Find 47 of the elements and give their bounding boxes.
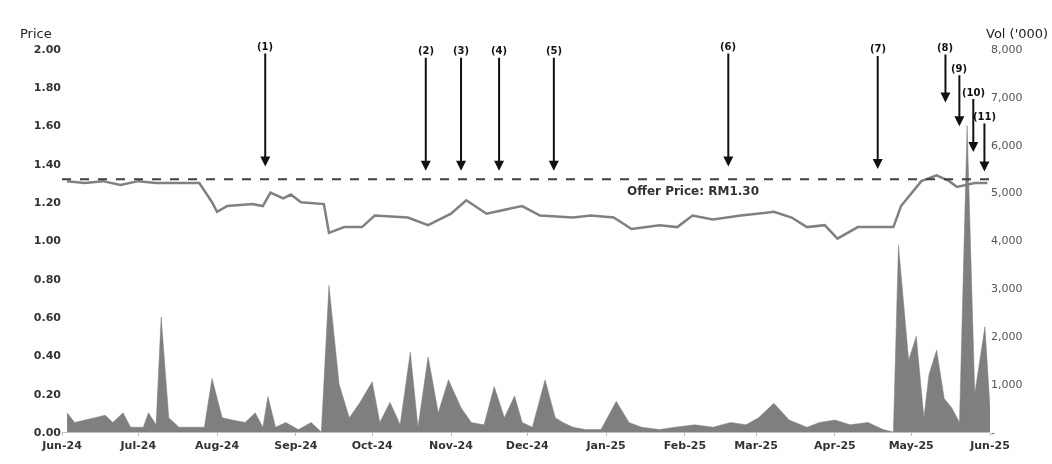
x-tick-label: Dec-24 <box>505 439 550 453</box>
y-tick-label: 1.40 <box>33 157 62 171</box>
x-tick-label: Jun-24 <box>41 439 83 453</box>
y2-tick-label: 6,000 <box>991 138 1023 152</box>
y-tick-label: 0.80 <box>33 272 62 286</box>
y-tick-label: 1.80 <box>33 81 62 95</box>
x-tick-label: Jul-24 <box>119 439 157 453</box>
y-tick-label: 1.20 <box>33 196 62 210</box>
x-tick-label: Apr-25 <box>814 439 856 453</box>
annotation: (6) <box>720 41 737 52</box>
x-tick-label: Feb-25 <box>663 439 707 453</box>
y2-tick-label: 1,000 <box>991 377 1023 391</box>
y-tick-label: 2.00 <box>33 42 62 56</box>
y-tick-label: 0.40 <box>33 349 62 363</box>
y-axis-title: Price <box>20 26 52 41</box>
annotation: (7) <box>870 43 887 54</box>
annotation: (10) <box>962 87 986 98</box>
annotation: (4) <box>491 45 508 56</box>
y2-tick-label: 7,000 <box>991 90 1023 104</box>
y-tick-label: 0.20 <box>33 387 62 401</box>
y2-tick-label: 3,000 <box>991 282 1023 296</box>
annotation: (3) <box>453 45 470 56</box>
x-tick-label: Jan-25 <box>585 439 626 453</box>
y2-tick-label: 8,000 <box>991 42 1023 56</box>
x-tick-label: Jun-25 <box>969 439 1010 453</box>
y2-tick-label: 2,000 <box>991 330 1023 344</box>
annotation: (9) <box>951 63 968 74</box>
annotation: (11) <box>973 111 997 122</box>
y-tick-label: 0.60 <box>33 310 62 324</box>
y2-tick-label: 4,000 <box>991 234 1023 248</box>
y2-tick-label: 5,000 <box>991 186 1023 200</box>
x-tick-label: Oct-24 <box>351 439 394 453</box>
x-tick-label: Mar-25 <box>734 439 778 453</box>
annotation: (8) <box>937 42 954 53</box>
annotation: (5) <box>546 45 563 56</box>
y2-tick-label: - <box>991 425 995 439</box>
annotation: (2) <box>418 45 435 56</box>
x-tick-label: Nov-24 <box>429 439 474 453</box>
y-tick-label: 1.00 <box>33 234 62 248</box>
x-tick-label: Aug-24 <box>195 439 240 453</box>
annotation: (1) <box>257 41 274 52</box>
ref-line-label: Offer Price: RM1.30 <box>627 184 759 198</box>
y2-axis-title: Vol ('000) <box>986 26 1049 41</box>
y-tick-label: 1.60 <box>33 119 62 133</box>
y-tick-label: 0.00 <box>33 425 62 439</box>
x-tick-label: Sep-24 <box>274 439 318 453</box>
x-tick-label: May-25 <box>888 439 934 453</box>
